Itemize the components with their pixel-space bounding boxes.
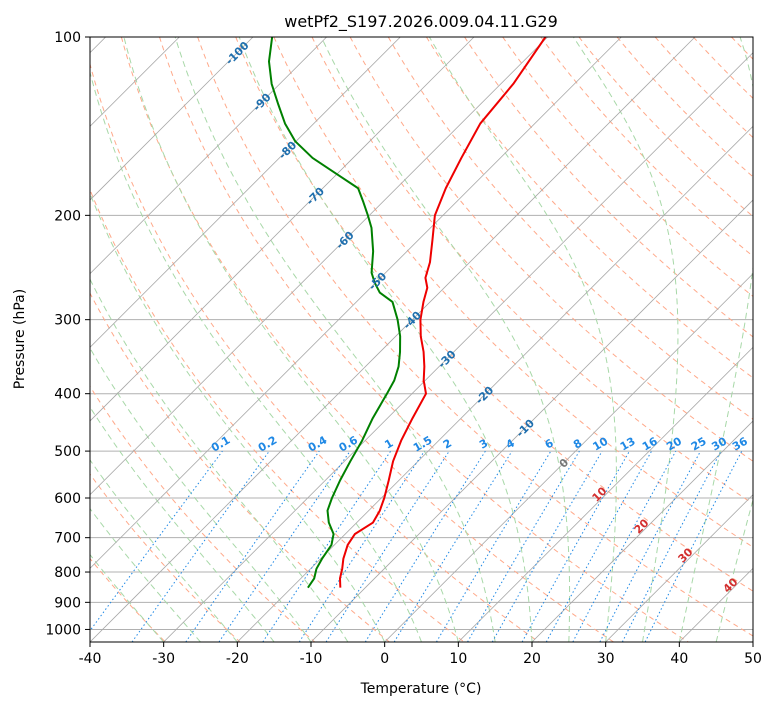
moist-adiabat bbox=[428, 37, 617, 642]
isotherm bbox=[90, 37, 475, 422]
dry-adiabat bbox=[387, 37, 753, 420]
moist-adiabat bbox=[90, 70, 422, 642]
dry-adiabat bbox=[197, 37, 753, 637]
x-tick-label: 50 bbox=[744, 651, 762, 667]
mixing-ratio-line bbox=[644, 450, 743, 642]
moist-adiabat bbox=[123, 37, 459, 642]
isotherm bbox=[90, 37, 622, 569]
mixing-ratio-line bbox=[218, 450, 351, 642]
moist-adiabat bbox=[90, 406, 275, 642]
moist-adiabat bbox=[678, 37, 753, 642]
isotherm bbox=[90, 37, 254, 201]
isotherm bbox=[163, 52, 753, 642]
x-tick-label: -10 bbox=[300, 651, 323, 667]
x-tick-label: -30 bbox=[152, 651, 175, 667]
y-tick-label: 100 bbox=[54, 30, 81, 46]
profile-lines bbox=[267, 37, 547, 589]
y-tick-label: 500 bbox=[54, 444, 81, 460]
moist-adiabat bbox=[572, 37, 679, 642]
x-tick-label: 20 bbox=[523, 651, 541, 667]
dry-adiabat bbox=[120, 37, 614, 642]
mixing-ratio-line bbox=[185, 450, 320, 642]
x-tick-label: 30 bbox=[597, 651, 615, 667]
chart-title: wetPf2_S197.2026.009.04.11.G29 bbox=[284, 12, 558, 32]
dry-adiabat bbox=[464, 37, 753, 338]
mixing-ratio-line bbox=[298, 450, 425, 642]
dry-adiabat bbox=[616, 37, 753, 178]
y-tick-label: 200 bbox=[54, 208, 81, 224]
mixing-ratio-line bbox=[131, 450, 270, 642]
mixing-ratio-line bbox=[262, 450, 392, 642]
moist-adiabat bbox=[90, 459, 238, 642]
moist-adiabat bbox=[238, 37, 533, 642]
mixing-ratio-line bbox=[325, 450, 450, 642]
dry-adiabat bbox=[502, 37, 753, 298]
dry-adiabat bbox=[90, 62, 540, 642]
moist-adiabat bbox=[174, 37, 496, 642]
mixing-ratio-line bbox=[572, 450, 677, 642]
dry-adiabat bbox=[90, 385, 316, 642]
temperature-line bbox=[338, 37, 547, 588]
x-tick-label: 40 bbox=[670, 651, 688, 667]
x-tick-label: 10 bbox=[449, 651, 467, 667]
x-tick-label: -40 bbox=[79, 651, 102, 667]
dry-adiabats bbox=[90, 37, 753, 642]
isotherm bbox=[90, 37, 327, 275]
isotherm bbox=[384, 273, 753, 642]
y-axis-label: Pressure (hPa) bbox=[12, 289, 28, 389]
mixing-ratio-lines bbox=[90, 450, 743, 642]
isotherms bbox=[90, 37, 753, 642]
dry-adiabat bbox=[349, 37, 753, 462]
moist-adiabat bbox=[90, 192, 386, 642]
mixing-ratio-line bbox=[393, 450, 513, 642]
y-tick-label: 700 bbox=[54, 531, 81, 547]
x-tick-label: 0 bbox=[380, 651, 389, 667]
moist-adiabat bbox=[90, 507, 201, 642]
isotherm bbox=[90, 37, 696, 642]
x-tick-label: -20 bbox=[226, 651, 249, 667]
x-axis-ticks: -40 -30 -20 -10 0 10 20 30 40 50 bbox=[79, 642, 762, 667]
dry-adiabat bbox=[311, 37, 753, 505]
y-tick-label: 900 bbox=[54, 595, 81, 611]
isotherm bbox=[237, 125, 753, 642]
moist-adiabat bbox=[320, 37, 571, 642]
moist-adiabat bbox=[90, 553, 165, 642]
y-tick-label: 1000 bbox=[45, 622, 81, 638]
moist-adiabat bbox=[715, 498, 753, 642]
moist-adiabats bbox=[90, 37, 753, 642]
pressure-gridlines bbox=[90, 36, 753, 630]
mixing-ratio-line bbox=[521, 450, 630, 642]
isotherm bbox=[531, 420, 753, 642]
y-tick-label: 400 bbox=[54, 387, 81, 403]
dry-adiabat bbox=[159, 37, 689, 642]
plot-frame bbox=[89, 36, 754, 643]
moist-adiabat bbox=[90, 278, 349, 642]
isotherm bbox=[90, 37, 401, 348]
isotherm bbox=[605, 494, 753, 642]
mixing-ratio-line bbox=[90, 450, 223, 632]
y-tick-label: 300 bbox=[54, 313, 81, 329]
isotherm bbox=[90, 37, 548, 496]
y-axis-ticks: 100 200 300 400 500 600 700 800 900 1000 bbox=[45, 30, 90, 638]
dry-adiabat bbox=[273, 37, 753, 548]
dry-adiabat bbox=[90, 188, 465, 642]
y-tick-label: 800 bbox=[54, 565, 81, 581]
x-axis-label: Temperature (°C) bbox=[360, 681, 482, 697]
dewpoint-line bbox=[267, 37, 402, 589]
dry-adiabat bbox=[235, 37, 753, 592]
y-tick-label: 600 bbox=[54, 491, 81, 507]
isotherm bbox=[310, 199, 753, 642]
isotherm bbox=[458, 346, 753, 642]
mixing-ratio-line bbox=[545, 450, 653, 642]
